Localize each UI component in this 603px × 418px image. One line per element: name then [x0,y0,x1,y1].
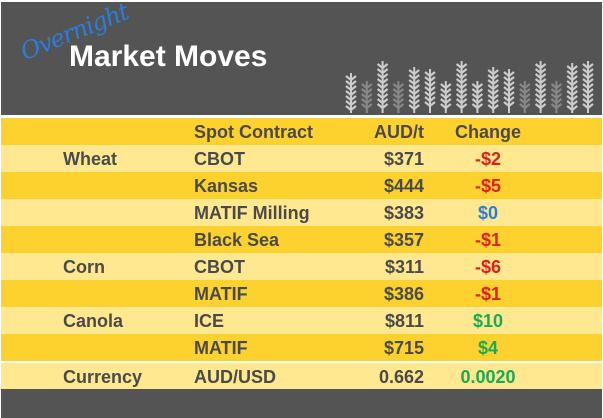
wheat-stalk [408,67,420,113]
table-row: MATIF $386 -$1 [1,280,602,307]
wheat-stalk [503,69,515,113]
row-contract: Kansas [194,176,259,196]
row-change: $0 [477,203,499,223]
table-row: Currency AUD/USD 0.662 0.0020 [1,363,602,390]
wheat-stalk [424,69,436,113]
table-row: MATIF $715 $4 [1,334,602,361]
column-header-contract: Spot Contract [194,122,313,142]
row-category: Wheat [63,149,117,169]
wheat-stalk [376,61,389,113]
row-contract: ICE [194,311,225,331]
row-contract: Black Sea [194,230,280,250]
wheat-stalk [534,61,547,113]
wheat-stalk [345,73,357,113]
table-row: Canola ICE $811 $10 [1,307,602,334]
page-title: Market Moves [69,40,268,73]
footer-bar [1,389,602,418]
row-change: -$5 [474,176,501,196]
header-banner: Overnight Market Moves [1,0,602,115]
row-contract: MATIF Milling [194,203,310,223]
row-category: Canola [63,311,124,331]
row-price: $357 [383,230,424,250]
row-price: $715 [383,338,424,358]
row-change: $4 [477,338,499,358]
row-change: -$2 [474,149,501,169]
row-change: -$6 [474,257,501,277]
row-price: $371 [383,149,424,169]
table-row: Wheat CBOT $371 -$2 [1,145,602,172]
wheat-stalk [361,81,373,113]
wheat-stalks-icon [345,61,594,113]
row-contract: CBOT [194,149,245,169]
row-change: -$1 [474,284,501,304]
wheat-stalk [487,67,499,113]
wheat-stalk [566,63,578,113]
row-contract: AUD/USD [194,367,277,387]
wheat-stalk [440,81,452,113]
table-row: MATIF Milling $383 $0 [1,199,602,226]
column-header-price: AUD/t [374,122,424,142]
row-price: $444 [383,176,424,196]
table-row: Black Sea $357 -$1 [1,226,602,253]
wheat-stalk [455,61,468,113]
table-header: Spot Contract AUD/t Change [1,118,602,145]
table-row: Kansas $444 -$5 [1,172,602,199]
column-header-change: Change [454,122,521,142]
row-change: $10 [472,311,504,331]
row-price: $811 [384,311,424,331]
row-price: $383 [383,203,424,223]
wheat-stalk [550,81,563,113]
row-contract: MATIF [194,338,248,358]
row-price: $311 [384,257,424,277]
row-contract: MATIF [194,284,248,304]
table-row: Corn CBOT $311 -$6 [1,253,602,280]
row-price: $386 [383,284,424,304]
wheat-stalk [471,81,484,113]
wheat-stalk [519,81,531,113]
row-category: Currency [63,367,143,387]
wheat-stalk [392,81,405,113]
row-change: -$1 [474,230,501,250]
wheat-stalk [582,61,594,113]
row-price: 0.662 [378,367,424,387]
row-change: 0.0020 [460,367,516,387]
row-contract: CBOT [194,257,245,277]
row-category: Corn [63,257,105,277]
